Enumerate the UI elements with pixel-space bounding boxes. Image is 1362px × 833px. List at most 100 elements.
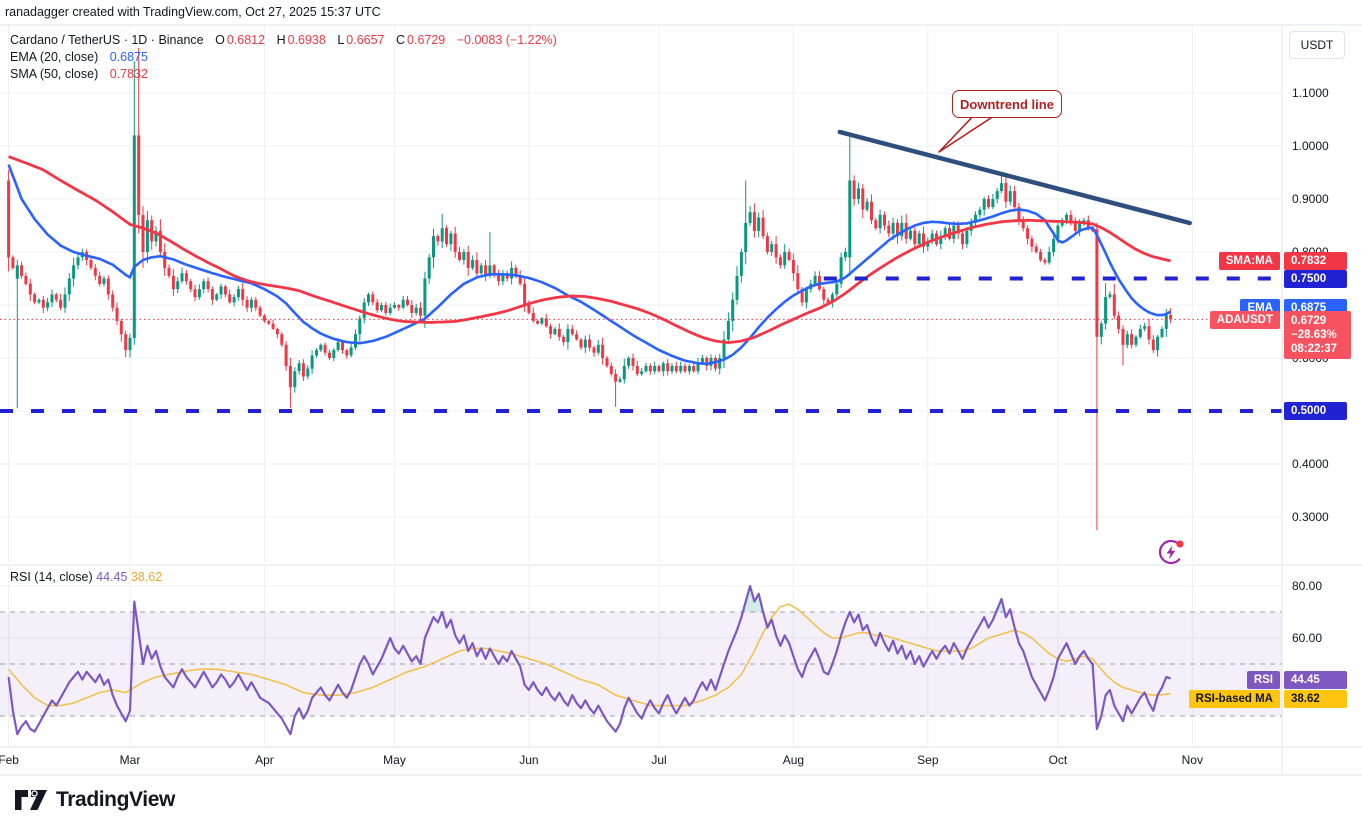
downtrend-line-callout[interactable]: Downtrend line [952, 90, 1062, 118]
candle-body [89, 260, 93, 268]
candle-body [306, 368, 310, 377]
symbol-title: Cardano / TetherUS · 1D · Binance [10, 33, 204, 47]
candle-body [1134, 336, 1138, 345]
candle-body [271, 323, 275, 329]
candle-body [241, 289, 245, 300]
candle-body [406, 299, 409, 305]
candle-body [878, 214, 882, 229]
candle-body [527, 305, 531, 313]
candle-body [982, 199, 986, 210]
candle-body [288, 366, 292, 388]
candle-body [536, 320, 540, 324]
candle-body [553, 328, 557, 335]
candle-body [132, 135, 136, 338]
price-tick-label: 0.4000 [1292, 457, 1329, 471]
candle-body [1078, 222, 1082, 231]
candle-body [1164, 315, 1168, 329]
candle-body [830, 294, 834, 303]
candle-body [345, 350, 349, 356]
symbol-label-chip: ADAUSDT [1209, 311, 1280, 330]
candle-body [544, 318, 548, 327]
candle-body [245, 299, 249, 308]
candle-body [388, 307, 392, 313]
tradingview-logo-text: TradingView [56, 788, 175, 811]
sma-label-chip: SMA:MA [1218, 251, 1280, 270]
candle-body [570, 328, 574, 335]
candle-body [488, 265, 492, 276]
candle-body [1095, 229, 1099, 337]
sma-line [8, 155, 1171, 344]
candle-body [1034, 246, 1038, 252]
candle-body [1156, 336, 1160, 351]
candle-body [696, 363, 700, 372]
candle-body [891, 222, 895, 234]
candle-body [670, 366, 674, 372]
flash-idea-icon[interactable] [1156, 536, 1188, 568]
candle-body [63, 294, 67, 308]
candle-body [7, 180, 11, 258]
candle-body [336, 342, 340, 351]
candle-body [943, 228, 947, 237]
candle-body [822, 289, 826, 300]
candle-body [870, 201, 873, 221]
candle-body [128, 337, 132, 351]
candle-body [861, 188, 865, 210]
candle-body [605, 358, 609, 366]
candle-body [158, 230, 162, 252]
resistance-axis-badge: 0.7500 [1284, 269, 1347, 288]
ema-legend-label[interactable]: EMA (20, close) [10, 50, 99, 64]
candle-body [557, 328, 561, 337]
time-axis-label: Nov [1181, 753, 1203, 767]
candle-body [1026, 228, 1030, 239]
candle-body [375, 302, 379, 311]
candle-body [1047, 252, 1051, 263]
candle-body [744, 222, 748, 252]
candle-body [540, 318, 544, 324]
time-axis-label: Oct [1048, 753, 1068, 767]
candle-body [341, 342, 344, 351]
candle-body [852, 180, 856, 200]
candle-body [510, 267, 514, 279]
candle-body [184, 273, 188, 282]
candle-body [739, 252, 743, 276]
downtrend-line[interactable] [837, 129, 1192, 226]
candle-body [124, 334, 128, 351]
candle-body [922, 233, 925, 247]
candle-body [440, 228, 444, 242]
candle-body [1073, 222, 1077, 231]
candle-body [210, 289, 214, 300]
candle-body [705, 358, 709, 366]
candle-body [592, 347, 596, 353]
price-tick-label: 0.9000 [1292, 192, 1329, 206]
candle-body [367, 294, 370, 303]
price-change-percent: −28.63% [1291, 329, 1337, 342]
candle-body [974, 214, 977, 223]
currency-unit-button[interactable]: USDT [1289, 31, 1345, 59]
candle-body [596, 344, 600, 353]
candle-body [119, 320, 123, 335]
candle-body [965, 230, 969, 245]
rsi-ma-legend-value: 38.62 [130, 570, 163, 584]
candle-body [770, 244, 774, 252]
candle-body [531, 313, 535, 321]
candle-body [566, 328, 570, 343]
candle-body [848, 180, 852, 258]
close-value: 0.6729 [407, 33, 446, 47]
candle-body [583, 339, 587, 348]
sma-legend-label[interactable]: SMA (50, close) [10, 67, 99, 81]
low-label: L [337, 33, 345, 47]
tradingview-logo[interactable]: TradingView [14, 788, 175, 812]
candle-body [735, 275, 739, 300]
candle-body [1017, 207, 1021, 221]
candle-body [1065, 214, 1069, 221]
candle-body [349, 347, 353, 356]
candle-body [909, 230, 912, 239]
candle-body [731, 299, 735, 321]
rsi-legend[interactable]: RSI (14, close) 44.45 38.62 [10, 570, 162, 584]
candle-body [180, 273, 184, 282]
candle-body [37, 299, 41, 303]
sma-axis-badge: 0.7832 [1284, 251, 1347, 270]
candle-body [718, 358, 722, 369]
candle-body [726, 320, 730, 340]
